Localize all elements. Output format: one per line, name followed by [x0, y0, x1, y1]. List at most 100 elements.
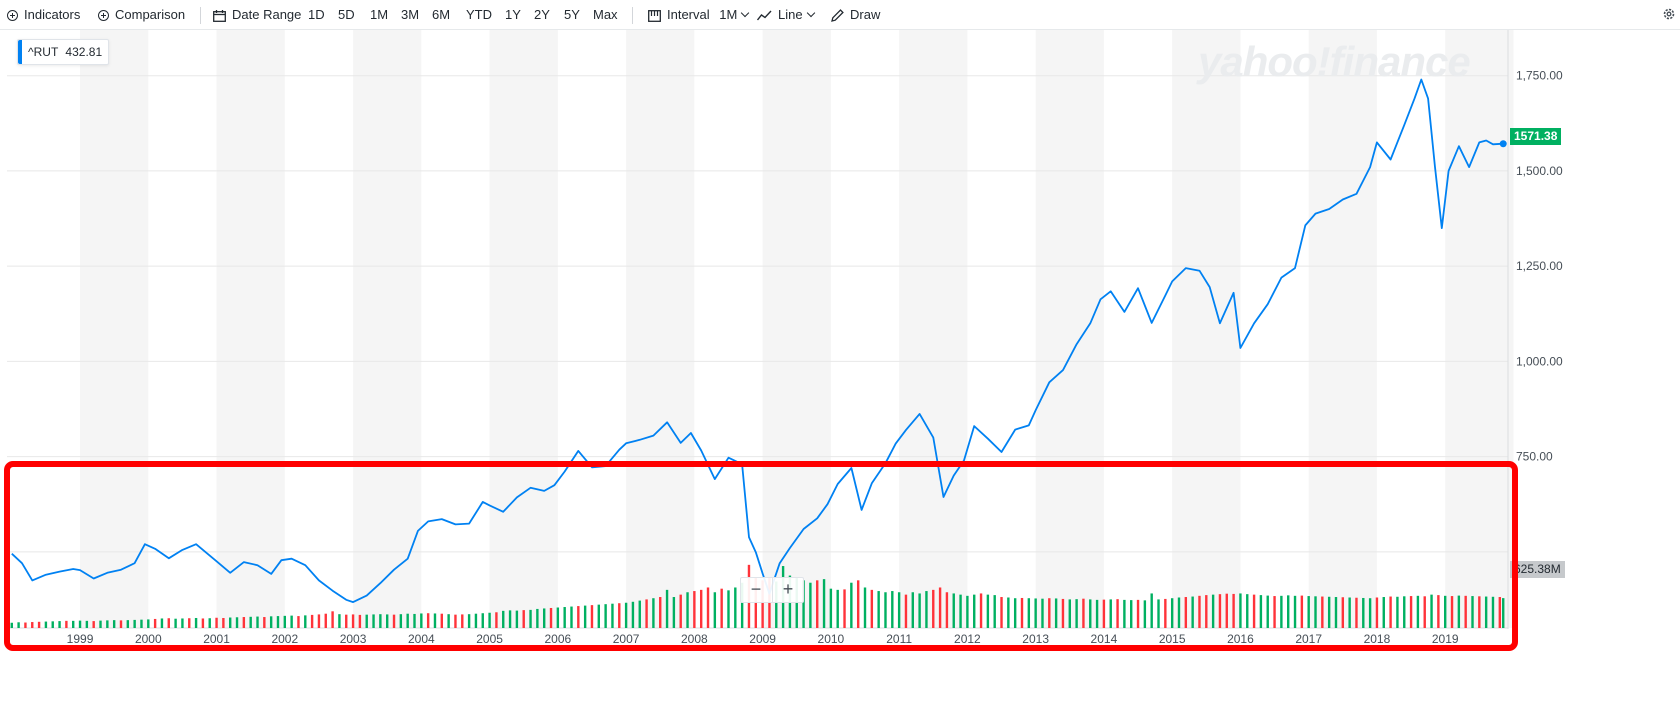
range-button-max[interactable]: Max: [593, 7, 618, 22]
volume-bar: [884, 592, 887, 628]
volume-bar: [1218, 594, 1222, 628]
volume-bar: [713, 592, 717, 628]
volume-bar: [1232, 593, 1235, 628]
volume-bar: [133, 619, 136, 628]
volume-bar: [447, 614, 450, 628]
volume-bar: [1498, 597, 1502, 628]
volume-bar: [44, 621, 48, 628]
series-legend[interactable]: ^RUT 432.81: [17, 39, 110, 65]
volume-bar: [1423, 596, 1426, 628]
yahoo-finance-watermark: yahoo!finance: [1198, 38, 1471, 85]
volume-bar: [358, 614, 362, 628]
volume-bar: [331, 611, 334, 628]
volume-bar: [986, 594, 990, 628]
volume-bar: [1314, 596, 1317, 628]
volume-bar: [1307, 596, 1310, 628]
last-price-dot: [1499, 140, 1507, 148]
range-button-1d[interactable]: 1D: [308, 7, 325, 22]
volume-bar: [1000, 597, 1003, 628]
volume-bar: [1252, 594, 1256, 628]
volume-bar: [672, 597, 676, 628]
volume-bar: [918, 593, 921, 628]
volume-bar: [481, 613, 484, 628]
volume-bar: [310, 614, 314, 628]
volume-bar: [515, 610, 519, 628]
volume-bar: [734, 587, 737, 628]
volume-bar: [597, 604, 600, 628]
volume-bar: [433, 613, 437, 628]
volume-bar: [1389, 596, 1392, 628]
volume-bar: [822, 579, 826, 628]
x-tick-label: 2005: [476, 632, 503, 646]
volume-bar: [112, 620, 116, 628]
volume-bar: [420, 613, 423, 628]
price-chart[interactable]: 750.00 1,000.00 1,250.00 1,500.00 1,750.00 19…: [0, 30, 1680, 650]
volume-bar: [836, 589, 839, 628]
volume-bar: [508, 610, 512, 628]
chart-toolbar: Indicators Comparison Date Range 1D 5D 1M 3…: [0, 0, 1680, 30]
date-range-button[interactable]: Date Range: [213, 0, 301, 30]
indicators-button[interactable]: Indicators: [7, 0, 80, 30]
volume-bar: [549, 607, 553, 628]
volume-bar: [829, 588, 833, 628]
series-color-swatch: [18, 40, 22, 64]
x-tick-label: 2003: [340, 632, 367, 646]
draw-label: Draw: [850, 7, 881, 22]
range-button-ytd[interactable]: YTD: [466, 7, 492, 22]
volume-bar: [925, 591, 928, 628]
range-button-3m[interactable]: 3M: [401, 7, 420, 22]
y-tick-label: 1,000.00: [1516, 354, 1563, 368]
y-tick-label: 1,250.00: [1516, 259, 1563, 273]
volume-bar: [699, 589, 703, 628]
range-button-1y[interactable]: 1Y: [505, 7, 521, 22]
gear-icon[interactable]: [1662, 7, 1676, 21]
volume-bar: [843, 589, 846, 628]
volume-bar: [283, 615, 287, 628]
plus-circle-icon: [7, 10, 18, 22]
x-tick-label: 2008: [681, 632, 708, 646]
range-button-5y[interactable]: 5Y: [564, 7, 580, 22]
range-button-2y[interactable]: 2Y: [534, 7, 550, 22]
volume-bar: [99, 620, 102, 628]
volume-bar: [242, 617, 246, 628]
volume-bar: [522, 610, 525, 628]
range-button-6m[interactable]: 6M: [432, 7, 451, 22]
volume-bar: [993, 595, 996, 628]
zoom-out-button[interactable]: −: [750, 579, 762, 599]
zoom-in-button[interactable]: +: [772, 578, 803, 602]
volume-bar: [153, 618, 157, 628]
volume-bar: [1321, 596, 1324, 628]
volume-bar: [467, 614, 471, 628]
volume-bar: [392, 614, 396, 628]
chart-type-button[interactable]: Line: [757, 0, 815, 30]
volume-bar: [290, 615, 293, 628]
volume-bar: [1198, 595, 1201, 628]
volume-bar: [624, 602, 628, 628]
interval-button[interactable]: Interval 1M: [648, 0, 750, 30]
year-band: [1035, 30, 1104, 628]
volume-bar: [413, 613, 416, 628]
comparison-button[interactable]: Comparison: [98, 0, 185, 30]
comparison-label: Comparison: [115, 7, 186, 22]
chevron-down-icon: [741, 8, 750, 18]
volume-bar: [208, 618, 211, 628]
volume-bar: [85, 620, 89, 628]
range-button-1m[interactable]: 1M: [370, 7, 389, 22]
volume-bar: [338, 614, 341, 628]
year-band: [1172, 30, 1241, 628]
volume-bar: [1068, 599, 1071, 628]
volume-bar: [911, 592, 914, 628]
volume-bar: [938, 587, 942, 628]
volume-bar: [966, 595, 969, 628]
volume-bar: [1225, 593, 1228, 628]
range-button-5d[interactable]: 5D: [338, 7, 355, 22]
draw-button[interactable]: Draw: [831, 0, 880, 30]
x-tick-label: 2016: [1227, 632, 1254, 646]
volume-bar: [385, 614, 389, 628]
year-band: [762, 30, 831, 628]
volume-bar: [365, 614, 368, 628]
volume-bar: [502, 610, 505, 628]
volume-bar: [1280, 595, 1283, 628]
volume-bar: [147, 619, 150, 628]
pencil-icon: [831, 9, 844, 22]
